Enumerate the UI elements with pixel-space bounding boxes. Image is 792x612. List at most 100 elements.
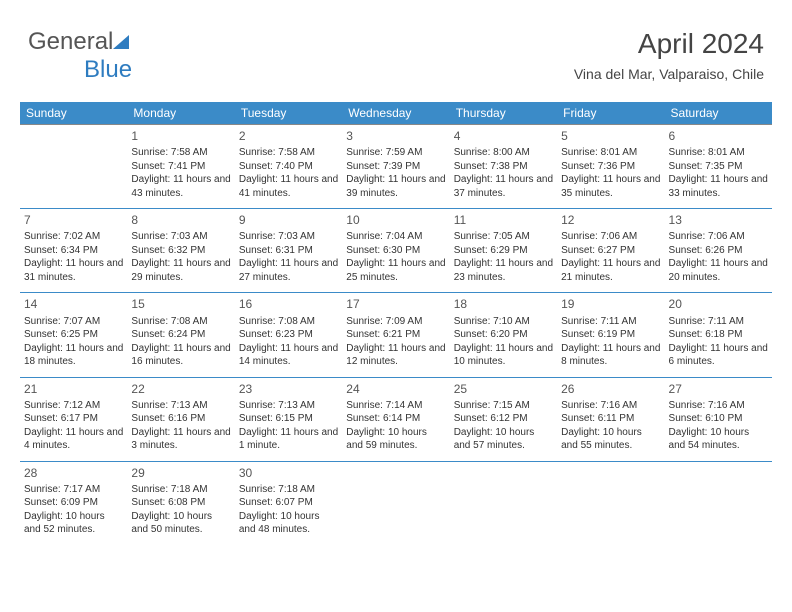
daylight-text: Daylight: 10 hours and 50 minutes. bbox=[131, 510, 230, 537]
day-cell: 25 Sunrise: 7:15 AMSunset: 6:12 PMDayligh… bbox=[450, 377, 557, 461]
day-cell: 3Sunrise: 7:59 AMSunset: 7:39 PMDaylight… bbox=[342, 125, 449, 209]
day-cell: 2Sunrise: 7:58 AMSunset: 7:40 PMDaylight… bbox=[235, 125, 342, 209]
day-number: 19 bbox=[561, 296, 660, 312]
day-number: 8 bbox=[131, 212, 230, 228]
daylight-text: Daylight: 11 hours and 23 minutes. bbox=[454, 257, 553, 284]
day-number: 21 bbox=[24, 381, 123, 397]
daylight-text: Daylight: 11 hours and 35 minutes. bbox=[561, 173, 660, 200]
sunrise-text: Sunrise: 7:05 AM bbox=[454, 230, 553, 244]
day-number: 27 bbox=[669, 381, 768, 397]
sunrise-text: Sunrise: 7:03 AM bbox=[131, 230, 230, 244]
day-cell: 14Sunrise: 7:07 AMSunset: 6:25 PMDayligh… bbox=[20, 293, 127, 377]
sunset-text: Sunset: 6:26 PM bbox=[669, 244, 768, 258]
sunrise-text: Sunrise: 7:59 AM bbox=[346, 146, 445, 160]
day-cell: 15Sunrise: 7:08 AMSunset: 6:24 PMDayligh… bbox=[127, 293, 234, 377]
sunrise-text: Sunrise: 7:15 AM bbox=[454, 399, 553, 413]
daylight-text: Daylight: 11 hours and 43 minutes. bbox=[131, 173, 230, 200]
sunrise-text: Sunrise: 7:09 AM bbox=[346, 315, 445, 329]
day-number: 3 bbox=[346, 128, 445, 144]
day-cell: 6Sunrise: 8:01 AMSunset: 7:35 PMDaylight… bbox=[665, 125, 772, 209]
sunset-text: Sunset: 6:08 PM bbox=[131, 496, 230, 510]
sunset-text: Sunset: 7:41 PM bbox=[131, 160, 230, 174]
day-cell: 28Sunrise: 7:17 AMSunset: 6:09 PMDayligh… bbox=[20, 461, 127, 545]
daylight-text: Daylight: 11 hours and 27 minutes. bbox=[239, 257, 338, 284]
sunrise-text: Sunrise: 7:08 AM bbox=[239, 315, 338, 329]
day-number: 25 bbox=[454, 381, 553, 397]
sunrise-text: Sunrise: 7:16 AM bbox=[669, 399, 768, 413]
sunrise-text: Sunrise: 7:12 AM bbox=[24, 399, 123, 413]
day-number: 18 bbox=[454, 296, 553, 312]
header: April 2024 Vina del Mar, Valparaiso, Chi… bbox=[574, 28, 764, 82]
daylight-text: Daylight: 11 hours and 33 minutes. bbox=[669, 173, 768, 200]
day-number: 15 bbox=[131, 296, 230, 312]
day-number: 20 bbox=[669, 296, 768, 312]
sunrise-text: Sunrise: 7:06 AM bbox=[561, 230, 660, 244]
day-cell: 13Sunrise: 7:06 AMSunset: 6:26 PMDayligh… bbox=[665, 209, 772, 293]
day-cell bbox=[557, 461, 664, 545]
sunrise-text: Sunrise: 7:13 AM bbox=[239, 399, 338, 413]
daylight-text: Daylight: 10 hours and 52 minutes. bbox=[24, 510, 123, 537]
day-cell: 30Sunrise: 7:18 AMSunset: 6:07 PMDayligh… bbox=[235, 461, 342, 545]
daylight-text: Daylight: 11 hours and 12 minutes. bbox=[346, 342, 445, 369]
day-number: 23 bbox=[239, 381, 338, 397]
sunrise-text: Sunrise: 8:01 AM bbox=[669, 146, 768, 160]
sunset-text: Sunset: 6:21 PM bbox=[346, 328, 445, 342]
sunset-text: Sunset: 7:38 PM bbox=[454, 160, 553, 174]
sunrise-text: Sunrise: 7:16 AM bbox=[561, 399, 660, 413]
day-header: Tuesday bbox=[235, 102, 342, 125]
sunset-text: Sunset: 6:24 PM bbox=[131, 328, 230, 342]
daylight-text: Daylight: 10 hours and 57 minutes. bbox=[454, 426, 553, 453]
day-cell: 18Sunrise: 7:10 AMSunset: 6:20 PMDayligh… bbox=[450, 293, 557, 377]
sunset-text: Sunset: 6:23 PM bbox=[239, 328, 338, 342]
daylight-text: Daylight: 11 hours and 31 minutes. bbox=[24, 257, 123, 284]
sunset-text: Sunset: 6:31 PM bbox=[239, 244, 338, 258]
sunset-text: Sunset: 7:40 PM bbox=[239, 160, 338, 174]
day-header: Thursday bbox=[450, 102, 557, 125]
sunset-text: Sunset: 6:07 PM bbox=[239, 496, 338, 510]
day-number: 26 bbox=[561, 381, 660, 397]
sunset-text: Sunset: 6:11 PM bbox=[561, 412, 660, 426]
daylight-text: Daylight: 11 hours and 3 minutes. bbox=[131, 426, 230, 453]
daylight-text: Daylight: 11 hours and 41 minutes. bbox=[239, 173, 338, 200]
sunset-text: Sunset: 6:12 PM bbox=[454, 412, 553, 426]
day-number: 16 bbox=[239, 296, 338, 312]
sunrise-text: Sunrise: 7:02 AM bbox=[24, 230, 123, 244]
daylight-text: Daylight: 11 hours and 8 minutes. bbox=[561, 342, 660, 369]
sunrise-text: Sunrise: 7:08 AM bbox=[131, 315, 230, 329]
sunset-text: Sunset: 7:36 PM bbox=[561, 160, 660, 174]
daylight-text: Daylight: 10 hours and 59 minutes. bbox=[346, 426, 445, 453]
week-row: 7Sunrise: 7:02 AMSunset: 6:34 PMDaylight… bbox=[20, 209, 772, 293]
sunset-text: Sunset: 6:20 PM bbox=[454, 328, 553, 342]
sunset-text: Sunset: 6:29 PM bbox=[454, 244, 553, 258]
day-header-row: SundayMondayTuesdayWednesdayThursdayFrid… bbox=[20, 102, 772, 125]
day-cell: 26 Sunrise: 7:16 AMSunset: 6:11 PMDayligh… bbox=[557, 377, 664, 461]
sunset-text: Sunset: 6:27 PM bbox=[561, 244, 660, 258]
day-cell: 27Sunrise: 7:16 AMSunset: 6:10 PMDayligh… bbox=[665, 377, 772, 461]
sunset-text: Sunset: 7:39 PM bbox=[346, 160, 445, 174]
daylight-text: Daylight: 10 hours and 48 minutes. bbox=[239, 510, 338, 537]
day-cell: 19Sunrise: 7:11 AMSunset: 6:19 PMDayligh… bbox=[557, 293, 664, 377]
sunset-text: Sunset: 6:14 PM bbox=[346, 412, 445, 426]
day-number: 1 bbox=[131, 128, 230, 144]
sunrise-text: Sunrise: 7:17 AM bbox=[24, 483, 123, 497]
day-cell: 16 Sunrise: 7:08 AMSunset: 6:23 PMDayligh… bbox=[235, 293, 342, 377]
day-cell: 24Sunrise: 7:14 AMSunset: 6:14 PMDayligh… bbox=[342, 377, 449, 461]
daylight-text: Daylight: 10 hours and 54 minutes. bbox=[669, 426, 768, 453]
day-number: 22 bbox=[131, 381, 230, 397]
daylight-text: Daylight: 10 hours and 55 minutes. bbox=[561, 426, 660, 453]
day-header: Saturday bbox=[665, 102, 772, 125]
logo-sail-icon bbox=[111, 33, 131, 51]
day-number: 9 bbox=[239, 212, 338, 228]
daylight-text: Daylight: 11 hours and 4 minutes. bbox=[24, 426, 123, 453]
day-number: 24 bbox=[346, 381, 445, 397]
sunrise-text: Sunrise: 7:13 AM bbox=[131, 399, 230, 413]
daylight-text: Daylight: 11 hours and 20 minutes. bbox=[669, 257, 768, 284]
daylight-text: Daylight: 11 hours and 14 minutes. bbox=[239, 342, 338, 369]
day-cell: 12Sunrise: 7:06 AMSunset: 6:27 PMDayligh… bbox=[557, 209, 664, 293]
day-cell: 20Sunrise: 7:11 AMSunset: 6:18 PMDayligh… bbox=[665, 293, 772, 377]
daylight-text: Daylight: 11 hours and 18 minutes. bbox=[24, 342, 123, 369]
sunset-text: Sunset: 6:25 PM bbox=[24, 328, 123, 342]
day-number: 14 bbox=[24, 296, 123, 312]
day-cell bbox=[665, 461, 772, 545]
day-cell: 11Sunrise: 7:05 AMSunset: 6:29 PMDayligh… bbox=[450, 209, 557, 293]
